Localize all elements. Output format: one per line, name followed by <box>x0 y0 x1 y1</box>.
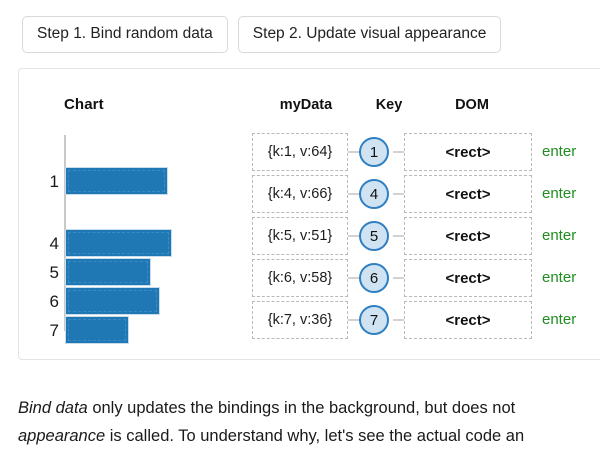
chart-bar-5[interactable] <box>65 258 151 286</box>
key-circle[interactable]: 7 <box>359 305 389 335</box>
mydata-cell[interactable]: {k:4, v:66} <box>252 175 348 213</box>
connector-line-right <box>393 319 405 321</box>
paragraph-line-2-text: is called. To understand why, let's see … <box>105 427 525 445</box>
mydata-cell[interactable]: {k:6, v:58} <box>252 259 348 297</box>
connector-line-left <box>348 235 360 237</box>
connector-line-left <box>348 319 360 321</box>
paragraph-line-2: appearance is called. To understand why,… <box>18 422 600 450</box>
step-1-bind-random-data-button[interactable]: Step 1. Bind random data <box>22 16 228 53</box>
state-label: enter <box>542 185 577 202</box>
step-toolbar: Step 1. Bind random data Step 2. Update … <box>22 16 502 53</box>
connector-line-right <box>393 277 405 279</box>
mydata-value: {k:7, v:36} <box>267 312 333 328</box>
key-value: 5 <box>369 227 379 245</box>
chart-bar-6[interactable] <box>65 287 160 315</box>
key-value: 7 <box>369 311 379 329</box>
dom-cell[interactable]: <rect> <box>404 301 532 339</box>
dom-cell[interactable]: <rect> <box>404 259 532 297</box>
mydata-value: {k:4, v:66} <box>267 186 333 202</box>
connector-line-right <box>393 151 405 153</box>
state-label: enter <box>542 143 577 160</box>
mydata-value: {k:6, v:58} <box>267 270 333 286</box>
key-value: 6 <box>369 269 379 287</box>
bar-label-7: 7 <box>49 321 59 340</box>
visualization-card: Chart 1 4 5 6 7 <box>18 68 600 360</box>
bar-dash-outline-5 <box>68 261 148 283</box>
key-circle[interactable]: 6 <box>359 263 389 293</box>
connector-line-left <box>348 277 360 279</box>
mydata-value: {k:5, v:51} <box>267 228 333 244</box>
paragraph-emphasis-bind-data: Bind data <box>18 399 88 417</box>
step-2-update-visual-appearance-button[interactable]: Step 2. Update visual appearance <box>237 16 502 53</box>
key-value: 4 <box>369 185 379 203</box>
state-label: enter <box>542 227 577 244</box>
paragraph-line-1-text: only updates the bindings in the backgro… <box>87 399 516 417</box>
bar-label-4: 4 <box>49 234 59 253</box>
chart-title: Chart <box>64 96 104 113</box>
connector-line-right <box>393 193 405 195</box>
dom-node-label: <rect> <box>445 269 491 287</box>
dom-node-label: <rect> <box>445 311 491 329</box>
column-header-mydata: myData <box>279 97 333 113</box>
bar-label-5: 5 <box>49 263 59 282</box>
bar-label-1: 1 <box>49 172 59 191</box>
mydata-value: {k:1, v:64} <box>267 144 333 160</box>
mydata-cell[interactable]: {k:1, v:64} <box>252 133 348 171</box>
dom-node-label: <rect> <box>445 185 491 203</box>
paragraph-emphasis-appearance: appearance <box>18 427 106 445</box>
connector-line-left <box>348 151 360 153</box>
bar-dash-outline-1 <box>68 170 165 192</box>
state-label: enter <box>542 311 577 328</box>
mydata-cell[interactable]: {k:7, v:36} <box>252 301 348 339</box>
bar-dash-outline-4 <box>68 232 169 254</box>
chart-bar-1[interactable] <box>65 167 168 195</box>
dom-cell[interactable]: <rect> <box>404 175 532 213</box>
key-circle[interactable]: 5 <box>359 221 389 251</box>
bar-dash-outline-7 <box>68 319 126 341</box>
key-circle[interactable]: 4 <box>359 179 389 209</box>
explanation-paragraph: Bind data only updates the bindings in t… <box>18 394 600 450</box>
chart-bar-4[interactable] <box>65 229 172 257</box>
dom-cell[interactable]: <rect> <box>404 217 532 255</box>
chart-bar-7[interactable] <box>65 316 129 344</box>
column-header-key: Key <box>375 97 403 113</box>
state-label: enter <box>542 269 577 286</box>
paragraph-line-1: Bind data only updates the bindings in t… <box>18 394 600 422</box>
key-circle[interactable]: 1 <box>359 137 389 167</box>
bar-label-6: 6 <box>49 292 59 311</box>
bar-dash-outline-6 <box>68 290 157 312</box>
dom-cell[interactable]: <rect> <box>404 133 532 171</box>
connector-line-left <box>348 193 360 195</box>
connector-line-right <box>393 235 405 237</box>
column-header-dom: DOM <box>455 97 489 113</box>
dom-node-label: <rect> <box>445 143 491 161</box>
key-value: 1 <box>369 143 379 161</box>
mydata-cell[interactable]: {k:5, v:51} <box>252 217 348 255</box>
dom-node-label: <rect> <box>445 227 491 245</box>
